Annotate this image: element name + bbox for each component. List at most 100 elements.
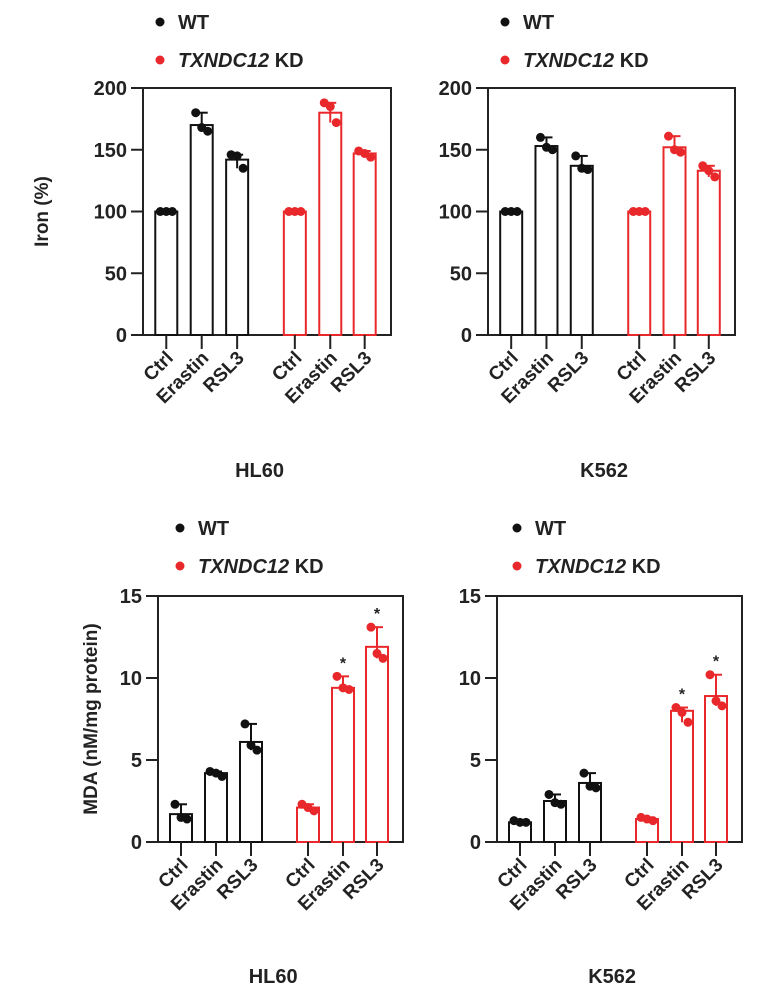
bar — [627, 210, 652, 336]
x-tick-label: RSL3 — [327, 348, 376, 397]
legend-label-kd: TXNDC12 KD — [198, 556, 324, 578]
data-point — [648, 816, 658, 826]
significance-star: * — [340, 655, 347, 672]
y-tick-label: 100 — [94, 202, 127, 224]
y-tick-label: 15 — [120, 586, 142, 608]
y-tick-label: 15 — [459, 586, 481, 608]
y-tick-label: 0 — [461, 325, 472, 347]
legend-gene-name: TXNDC12 — [198, 556, 289, 578]
data-point — [710, 172, 720, 182]
data-point — [366, 152, 376, 162]
data-point — [512, 207, 522, 216]
data-point — [705, 670, 715, 680]
bar — [499, 210, 524, 336]
bar — [696, 169, 721, 336]
data-point — [232, 151, 242, 161]
legend-marker-wt — [512, 523, 522, 533]
y-tick-label: 50 — [450, 263, 472, 285]
data-point — [521, 817, 531, 827]
legend-label-wt: WT — [523, 12, 554, 34]
legend: WT TXNDC12 KD — [155, 12, 304, 72]
data-point — [556, 799, 566, 809]
data-point — [203, 126, 213, 136]
bar — [189, 124, 214, 336]
y-tick-label: 0 — [470, 832, 481, 854]
bar — [154, 210, 179, 336]
bar — [704, 695, 728, 843]
y-tick-label: 150 — [439, 140, 472, 162]
legend-kd-suffix: KD — [269, 50, 303, 72]
y-axis-label: Iron (%) — [32, 176, 53, 247]
data-point — [591, 783, 601, 793]
cell-line-label: HL60 — [235, 460, 284, 482]
legend-marker-kd — [175, 561, 185, 571]
data-point — [671, 703, 681, 713]
data-point — [372, 648, 382, 658]
bar — [239, 740, 263, 844]
data-point — [170, 799, 180, 809]
significance-star: * — [713, 654, 720, 671]
cell-line-label: K562 — [580, 460, 628, 482]
legend-label-kd: TXNDC12 KD — [523, 50, 649, 72]
bar — [352, 152, 377, 336]
bar — [282, 210, 307, 336]
legend-label-kd: TXNDC12 KD — [535, 556, 661, 578]
legend-marker-wt — [155, 17, 165, 27]
plot-frame — [157, 595, 404, 843]
legend: WT TXNDC12 KD — [500, 12, 649, 72]
x-tick-label: RSL3 — [199, 348, 248, 397]
x-tick-label: RSL3 — [213, 855, 262, 904]
bar — [670, 709, 694, 843]
significance-star: * — [374, 606, 381, 623]
y-tick-label: 10 — [459, 668, 481, 690]
legend: WT TXNDC12 KD — [175, 518, 324, 578]
legend-label-wt: WT — [535, 518, 566, 540]
data-point — [246, 740, 256, 750]
legend: WT TXNDC12 KD — [512, 518, 661, 578]
data-point — [309, 806, 319, 816]
y-tick-label: 0 — [131, 832, 142, 854]
legend-label-wt: WT — [198, 518, 229, 540]
y-axis-label: MDA (nM/mg protein) — [81, 623, 102, 814]
legend-marker-kd — [155, 55, 165, 65]
data-point — [332, 671, 342, 681]
y-tick-label: 5 — [470, 750, 481, 772]
legend-gene-name: TXNDC12 — [523, 50, 614, 72]
plot-frame — [496, 595, 743, 843]
data-point — [325, 102, 335, 112]
x-tick-label: RSL3 — [544, 348, 593, 397]
legend-gene-name: TXNDC12 — [178, 50, 269, 72]
legend-label-kd: TXNDC12 KD — [178, 50, 304, 72]
y-tick-label: 200 — [94, 78, 127, 100]
bar — [225, 158, 250, 336]
data-point — [331, 118, 341, 128]
data-point — [640, 207, 650, 216]
bar — [569, 164, 594, 336]
legend-marker-wt — [500, 17, 510, 27]
x-tick-label: RSL3 — [552, 855, 601, 904]
data-point — [683, 717, 693, 727]
data-point — [217, 771, 227, 781]
data-point — [378, 653, 388, 663]
data-point — [167, 207, 177, 216]
data-point — [344, 684, 354, 694]
data-point — [544, 789, 554, 799]
bar — [204, 772, 228, 843]
y-tick-label: 100 — [439, 202, 472, 224]
data-point — [182, 814, 192, 824]
data-point — [366, 622, 376, 632]
data-point — [717, 701, 727, 711]
data-point — [535, 132, 545, 142]
y-tick-label: 150 — [94, 140, 127, 162]
significance-star: * — [679, 687, 686, 704]
data-point — [547, 145, 557, 155]
data-point — [579, 768, 589, 778]
data-point — [252, 745, 262, 755]
data-point — [698, 161, 708, 171]
data-point — [677, 707, 687, 717]
